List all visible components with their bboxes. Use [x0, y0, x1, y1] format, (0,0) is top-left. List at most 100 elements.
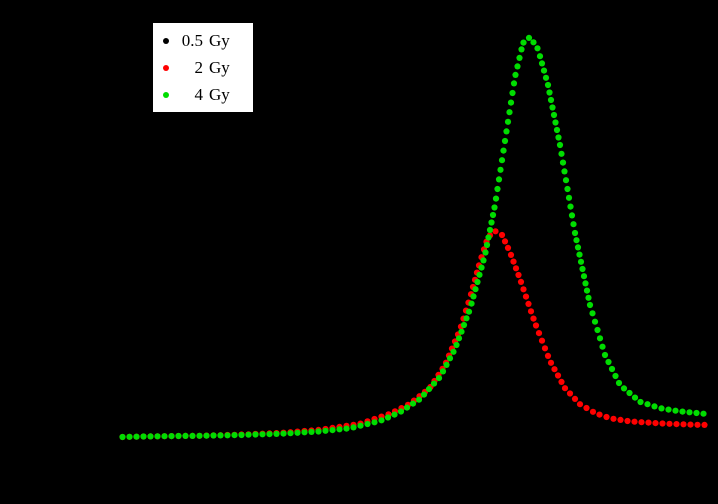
data-point	[693, 409, 700, 417]
data-point	[238, 431, 245, 439]
data-point	[550, 111, 558, 119]
data-point	[308, 428, 315, 435]
data-point	[126, 433, 133, 440]
data-point	[119, 433, 126, 441]
data-point	[532, 322, 540, 329]
data-point	[535, 330, 543, 337]
data-point	[567, 203, 574, 210]
data-point	[357, 422, 364, 429]
data-point	[561, 168, 568, 175]
data-point	[591, 318, 599, 325]
data-point	[541, 345, 549, 352]
data-point	[266, 431, 273, 438]
data-point	[322, 427, 329, 434]
data-point	[133, 433, 140, 440]
data-point	[694, 421, 701, 428]
data-point	[245, 431, 252, 438]
data-point	[504, 244, 512, 251]
data-point	[498, 157, 506, 164]
data-point	[542, 74, 550, 81]
data-point	[495, 176, 503, 183]
data-point	[486, 226, 494, 234]
data-point	[514, 63, 521, 70]
data-point	[397, 408, 405, 415]
data-point	[565, 194, 573, 201]
data-point	[315, 428, 322, 435]
data-point	[580, 273, 588, 280]
legend-entry-value: 4	[194, 84, 204, 104]
data-point	[516, 54, 523, 62]
legend-entry-unit: Gy	[209, 30, 230, 50]
legend-entry-value: 0.5	[181, 30, 203, 50]
data-point	[665, 406, 672, 413]
data-point	[494, 185, 501, 193]
data-point	[273, 430, 280, 437]
legend-entry-2-gy: 2 Gy	[153, 54, 253, 81]
data-point	[483, 241, 491, 249]
data-point	[280, 430, 287, 437]
data-point	[570, 221, 577, 228]
data-point	[520, 39, 527, 46]
data-point	[506, 109, 513, 116]
data-point	[594, 326, 601, 334]
data-point	[589, 310, 596, 317]
data-point	[182, 432, 189, 439]
legend-entry-4-gy: 4 Gy	[153, 81, 253, 108]
data-point	[576, 401, 584, 408]
data-point	[507, 99, 515, 106]
data-point	[450, 348, 457, 355]
data-point	[555, 134, 562, 141]
data-point	[644, 401, 651, 408]
data-point	[573, 237, 580, 244]
data-point	[350, 424, 357, 431]
data-point	[577, 258, 585, 265]
data-point	[512, 265, 520, 272]
data-point	[425, 386, 433, 393]
data-point	[301, 429, 308, 436]
data-point	[252, 431, 259, 438]
legend-entry-value: 2	[194, 57, 204, 77]
data-point	[562, 177, 570, 184]
data-point	[652, 420, 659, 427]
data-point	[589, 408, 597, 415]
data-point	[492, 228, 499, 235]
data-point	[189, 432, 196, 439]
data-point	[559, 159, 567, 166]
data-point	[626, 389, 633, 397]
data-point	[518, 46, 525, 53]
legend: 0.5 Gy 2 Gy 4 Gy	[152, 22, 254, 113]
data-point	[480, 257, 487, 264]
data-point	[460, 321, 468, 329]
legend-marker-dot-icon	[163, 91, 169, 98]
data-point	[686, 409, 693, 416]
data-point	[553, 126, 561, 134]
data-point	[259, 431, 266, 438]
data-point	[525, 300, 532, 307]
data-point	[403, 404, 411, 411]
data-point	[658, 405, 665, 412]
data-point	[586, 301, 594, 309]
data-point	[679, 408, 686, 415]
data-point	[631, 394, 639, 401]
data-point	[530, 315, 537, 322]
data-point	[455, 335, 463, 342]
legend-marker-dot-icon	[163, 37, 169, 44]
data-point	[687, 421, 694, 428]
data-point	[620, 385, 628, 392]
data-point	[435, 375, 443, 382]
data-point	[680, 421, 687, 428]
data-point	[472, 286, 479, 293]
data-point	[378, 417, 385, 424]
data-point	[651, 403, 658, 410]
data-point	[549, 104, 556, 111]
data-point	[556, 141, 564, 149]
data-point	[558, 378, 565, 385]
data-point	[538, 60, 546, 67]
data-point	[510, 80, 518, 87]
data-point	[463, 315, 470, 322]
data-point	[391, 411, 398, 418]
data-point	[544, 352, 552, 359]
data-point	[638, 419, 645, 426]
data-point	[491, 204, 498, 211]
data-point	[637, 398, 644, 406]
